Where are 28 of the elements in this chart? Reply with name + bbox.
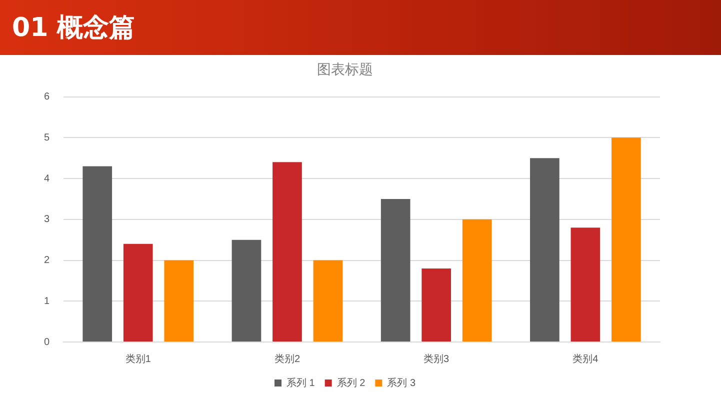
bar — [422, 268, 452, 342]
legend-label: 系列 2 — [336, 376, 366, 389]
y-tick-label: 2 — [44, 255, 50, 266]
text: 01 概念篇 — [12, 12, 136, 45]
bar — [272, 162, 302, 342]
bar — [82, 166, 112, 342]
bar — [164, 260, 194, 342]
bar — [232, 240, 262, 342]
x-tick-label: 类别1 — [125, 352, 152, 365]
y-tick-label: 3 — [44, 214, 50, 226]
bar — [380, 198, 410, 342]
x-tick-label: 类别3 — [424, 352, 450, 365]
y-tick-label: 6 — [44, 92, 50, 103]
bar — [123, 244, 153, 342]
x-tick-label: 类别4 — [572, 352, 599, 365]
legend-label: 系列 1 — [286, 376, 316, 389]
y-tick-label: 0 — [44, 336, 50, 348]
y-tick-label: 5 — [44, 132, 50, 144]
bar — [313, 260, 343, 342]
bar — [570, 228, 600, 342]
chart-title: 图表标题 — [317, 62, 373, 78]
y-tick-label: 4 — [44, 173, 50, 184]
bar — [612, 138, 641, 342]
y-tick-label: 1 — [44, 296, 50, 307]
bar — [462, 219, 492, 342]
x-tick-label: 类别2 — [274, 352, 300, 365]
bar — [530, 158, 560, 342]
legend-label: 系列 3 — [387, 376, 416, 389]
